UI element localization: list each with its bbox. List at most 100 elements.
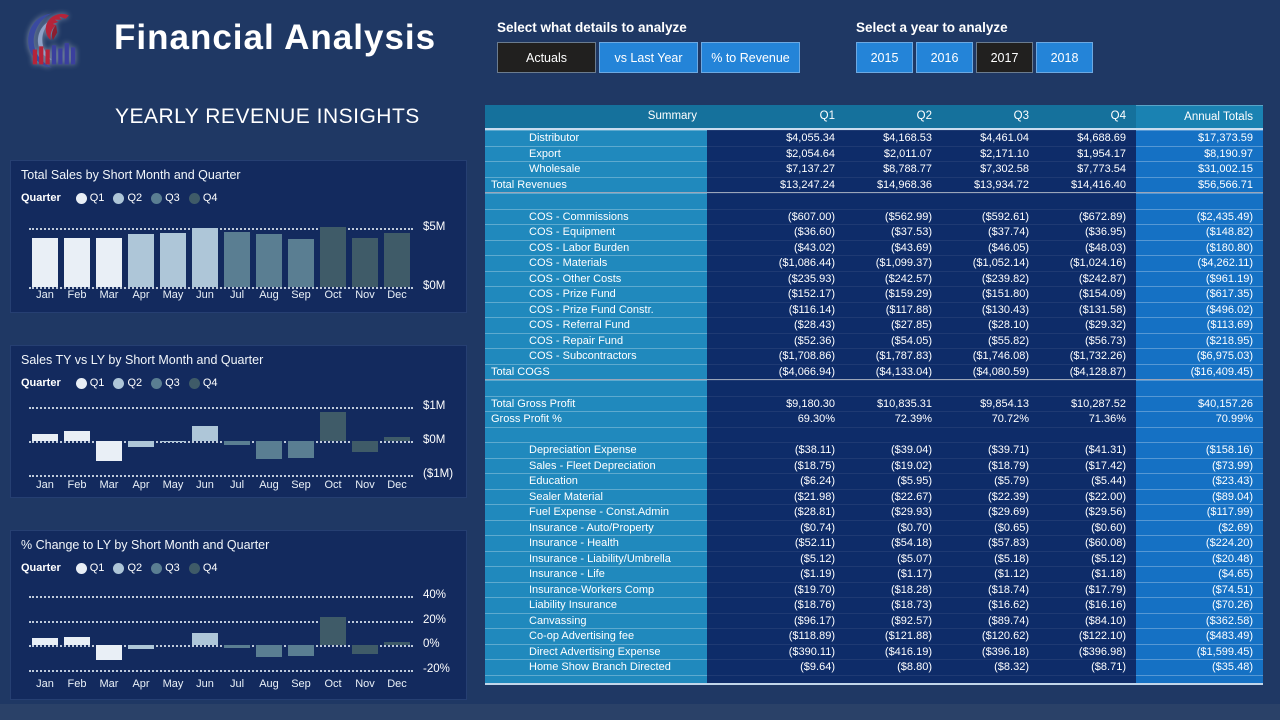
bar-oct[interactable]: [320, 617, 346, 646]
table-row-cos-subcontractors[interactable]: COS - Subcontractors ($1,708.86) ($1,787.8…: [485, 348, 1263, 364]
axis-tick-label: ($1M): [423, 467, 454, 480]
bar-feb[interactable]: [64, 636, 90, 646]
table-row-total-gross-profit[interactable]: Total Gross Profit $9,180.30 $10,835.31 $9,…: [485, 395, 1263, 411]
bar-feb[interactable]: [64, 237, 90, 287]
details-option-actuals[interactable]: Actuals: [497, 42, 596, 73]
quarter-value: [845, 426, 942, 442]
bar-dec[interactable]: [384, 641, 410, 646]
bar-jul[interactable]: [224, 645, 250, 648]
legend-item-q1[interactable]: Q1: [75, 377, 104, 389]
legend-item-q4[interactable]: Q4: [188, 377, 218, 389]
table-row-fuel-expense-const-admin[interactable]: Fuel Expense - Const.Admin ($28.81) ($29.9…: [485, 504, 1263, 520]
bar-jun[interactable]: [192, 425, 218, 441]
table-row-cos-materials[interactable]: COS - Materials ($1,086.44) ($1,099.37) ($1…: [485, 255, 1263, 271]
table-row-total-revenues[interactable]: Total Revenues $13,247.24 $14,968.36 $13,93…: [485, 176, 1263, 193]
year-option-2017[interactable]: 2017: [976, 42, 1033, 73]
bar-oct[interactable]: [320, 227, 346, 287]
bar-mar[interactable]: [96, 441, 122, 462]
column-header-summary[interactable]: Summary: [485, 105, 707, 128]
legend-item-q3[interactable]: Q3: [151, 192, 180, 204]
legend-item-q4[interactable]: Q4: [188, 192, 218, 204]
gridline: -20%: [29, 663, 450, 675]
bar-sep[interactable]: [288, 238, 314, 287]
table-row-liability-insurance[interactable]: Liability Insurance ($18.76) ($18.73) ($16.…: [485, 597, 1263, 613]
column-header-q3[interactable]: Q3: [942, 105, 1039, 128]
column-header-q2[interactable]: Q2: [845, 105, 942, 128]
legend-swatch-icon: [151, 562, 163, 574]
year-option-2018[interactable]: 2018: [1036, 42, 1093, 73]
bar-jun[interactable]: [192, 227, 218, 287]
legend-item-q1[interactable]: Q1: [75, 562, 104, 574]
quarter-value: ($5.79): [942, 473, 1039, 489]
bar-aug[interactable]: [256, 645, 282, 658]
bar-apr[interactable]: [128, 645, 154, 649]
table-row-sealer-material[interactable]: Sealer Material ($21.98) ($22.67) ($22.39)(…: [485, 488, 1263, 504]
table-row-cos-prize-fund[interactable]: COS - Prize Fund ($152.17) ($159.29) ($151.…: [485, 286, 1263, 302]
column-header-annual-totals[interactable]: Annual Totals: [1136, 105, 1263, 128]
bar-jul[interactable]: [224, 232, 250, 287]
bar-apr[interactable]: [128, 233, 154, 287]
bar-aug[interactable]: [256, 233, 282, 287]
details-option-vs-last-year[interactable]: vs Last Year: [599, 42, 698, 73]
bar-aug[interactable]: [256, 441, 282, 460]
quarter-value: ($29.69): [942, 504, 1039, 520]
legend-item-q2[interactable]: Q2: [113, 562, 142, 574]
bar-jan[interactable]: [32, 433, 58, 441]
column-header-q4[interactable]: Q4: [1039, 105, 1136, 128]
details-option-pct-to-revenue[interactable]: % to Revenue: [701, 42, 800, 73]
table-row-sales-fleet-depreciation[interactable]: Sales - Fleet Depreciation ($18.75) ($19.0…: [485, 457, 1263, 473]
legend-item-q2[interactable]: Q2: [113, 377, 142, 389]
table-row-cos-equipment[interactable]: COS - Equipment ($36.60) ($37.53) ($37.74)(…: [485, 224, 1263, 240]
table-row-insurance-auto-property[interactable]: Insurance - Auto/Property ($0.74) ($0.70)(…: [485, 519, 1263, 535]
table-row-home-show-branch-directed[interactable]: Home Show Branch Directed ($9.64) ($8.80)(…: [485, 659, 1263, 675]
bar-nov[interactable]: [352, 441, 378, 453]
legend-item-q3[interactable]: Q3: [151, 562, 180, 574]
table-row-cos-other-costs[interactable]: COS - Other Costs ($235.93) ($242.57) ($239…: [485, 270, 1263, 286]
table-row-gross-profit-[interactable]: Gross Profit % 69.30% 72.39% 70.72% 71.36% 70…: [485, 411, 1263, 427]
table-row-wholesale[interactable]: Wholesale $7,137.27 $8,788.77 $7,302.58 $7,7…: [485, 161, 1263, 177]
bar-nov[interactable]: [352, 645, 378, 654]
year-option-2016[interactable]: 2016: [916, 42, 973, 73]
legend-item-q2[interactable]: Q2: [113, 192, 142, 204]
legend-item-q3[interactable]: Q3: [151, 377, 180, 389]
table-row-cos-commissions[interactable]: COS - Commissions ($607.00) ($562.99) ($592…: [485, 208, 1263, 224]
bar-feb[interactable]: [64, 431, 90, 441]
bar-jan[interactable]: [32, 237, 58, 287]
bar-may[interactable]: [160, 232, 186, 287]
table-row-cos-labor-burden[interactable]: COS - Labor Burden ($43.02) ($43.69) ($46.0…: [485, 239, 1263, 255]
year-option-2015[interactable]: 2015: [856, 42, 913, 73]
bar-nov[interactable]: [352, 237, 378, 287]
bar-jun[interactable]: [192, 633, 218, 646]
table-row-insurance-health[interactable]: Insurance - Health ($52.11) ($54.18) ($57.8…: [485, 535, 1263, 551]
table-row-education[interactable]: Education ($6.24) ($5.95) ($5.79) ($5.44) ($2…: [485, 473, 1263, 489]
bar-dec[interactable]: [384, 232, 410, 287]
table-row-distributor[interactable]: Distributor $4,055.34 $4,168.53 $4,461.04 $4…: [485, 130, 1263, 146]
table-row-canvassing[interactable]: Canvassing ($96.17) ($92.57) ($89.74) ($84.1…: [485, 612, 1263, 628]
bar-mar[interactable]: [96, 645, 122, 660]
table-row-export[interactable]: Export $2,054.64 $2,011.07 $2,171.10 $1,954.…: [485, 145, 1263, 161]
table-row-cos-prize-fund-constr-[interactable]: COS - Prize Fund Constr. ($116.14) ($117.8…: [485, 301, 1263, 317]
legend-item-q4[interactable]: Q4: [188, 562, 218, 574]
table-row-insurance-liability-umbrella[interactable]: Insurance - Liability/Umbrella ($5.12) ($5…: [485, 550, 1263, 566]
table-row-direct-advertising-expense[interactable]: Direct Advertising Expense ($390.11) ($416…: [485, 643, 1263, 659]
table-row-insurance-life[interactable]: Insurance - Life ($1.19) ($1.17) ($1.12) ($1…: [485, 566, 1263, 582]
table-row-depreciation-expense[interactable]: Depreciation Expense ($38.11) ($39.04) ($39…: [485, 442, 1263, 458]
bar-sep[interactable]: [288, 441, 314, 458]
plot-area: $5M $0M: [29, 221, 445, 292]
table-row-cos-referral-fund[interactable]: COS - Referral Fund ($28.43) ($27.85) ($28.…: [485, 317, 1263, 333]
table-row-cos-repair-fund[interactable]: COS - Repair Fund ($52.36) ($54.05) ($55.82…: [485, 332, 1263, 348]
bar-sep[interactable]: [288, 645, 314, 657]
bar-may[interactable]: [160, 441, 186, 443]
column-header-q1[interactable]: Q1: [707, 105, 845, 128]
bar-mar[interactable]: [96, 238, 122, 287]
bar-jan[interactable]: [32, 637, 58, 646]
bar-jul[interactable]: [224, 441, 250, 446]
table-row-total-cogs[interactable]: Total COGS ($4,066.94) ($4,133.04) ($4,080.…: [485, 363, 1263, 380]
bar-dec[interactable]: [384, 437, 410, 441]
table-row-insurance-workers-comp[interactable]: Insurance-Workers Comp ($19.70) ($18.28) ($…: [485, 581, 1263, 597]
bar-oct[interactable]: [320, 412, 346, 441]
quarter-value: ($18.74): [942, 581, 1039, 597]
bar-apr[interactable]: [128, 441, 154, 448]
table-row-co-op-advertising-fee[interactable]: Co-op Advertising fee ($118.89) ($121.88)(…: [485, 628, 1263, 644]
legend-item-q1[interactable]: Q1: [75, 192, 104, 204]
